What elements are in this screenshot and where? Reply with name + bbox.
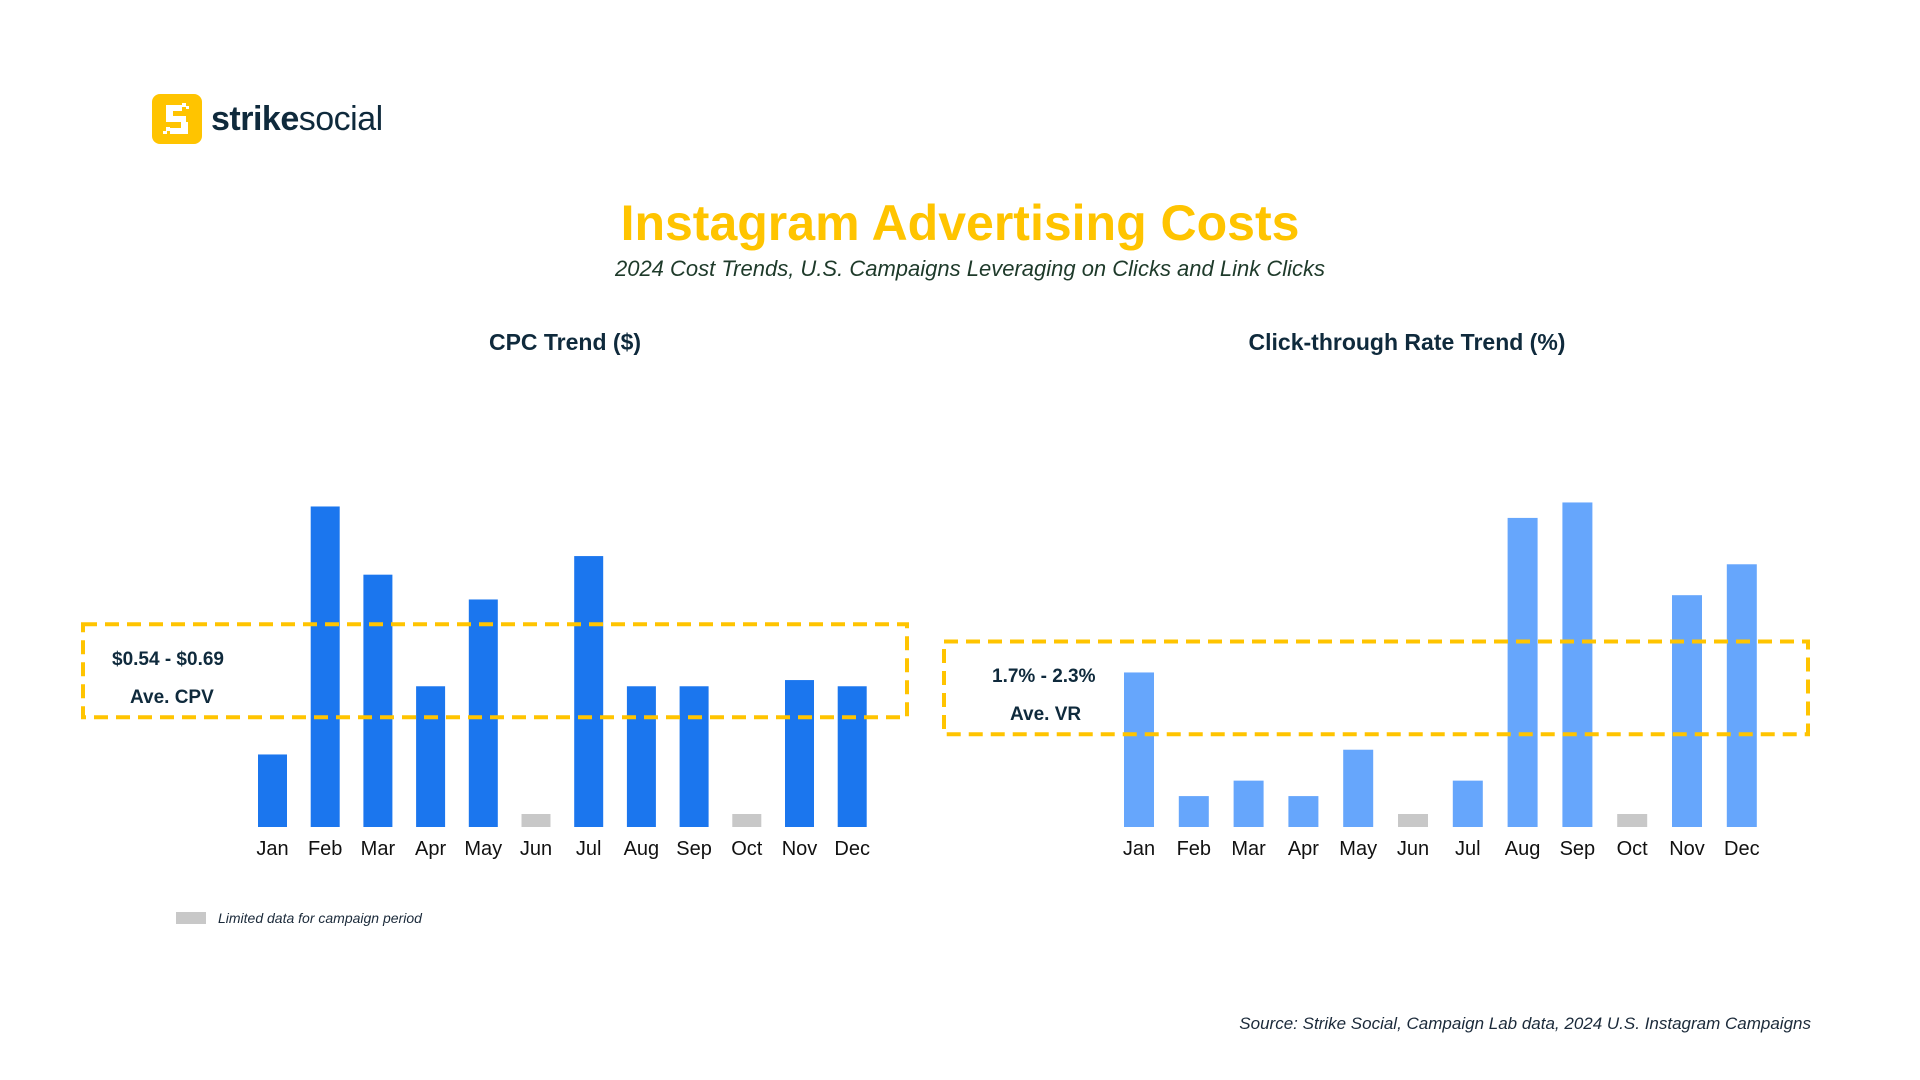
bar-jul	[1452, 780, 1483, 827]
x-tick-label-may: May	[1339, 838, 1377, 860]
x-tick-label-jan: Jan	[1123, 838, 1155, 860]
cpc-chart-title: CPC Trend ($)	[488, 329, 642, 355]
x-tick-label-jul: Jul	[576, 838, 602, 860]
strike-social-logo-icon	[152, 94, 202, 144]
brand-name-light: social	[298, 100, 383, 138]
bar-may	[1343, 749, 1374, 827]
x-tick-label-oct: Oct	[1617, 838, 1649, 860]
bar-oct-limited-data	[1617, 814, 1648, 827]
bar-jan	[258, 754, 287, 827]
average-range-caption: Ave. CPV	[130, 687, 214, 708]
x-tick-label-jan: Jan	[256, 838, 288, 860]
brand-logo: strikesocial	[152, 93, 383, 145]
page-title: Instagram Advertising Costs	[620, 195, 1300, 251]
bar-jul	[574, 556, 604, 827]
average-range-caption: Ave. VR	[1010, 704, 1081, 725]
x-tick-label-may: May	[464, 838, 502, 860]
average-range-label: $0.54 - $0.69	[112, 649, 224, 670]
legend-swatch-limited-data	[176, 912, 206, 924]
x-tick-label-nov: Nov	[782, 838, 818, 860]
x-tick-label-mar: Mar	[361, 838, 396, 860]
legend-label-limited-data: Limited data for campaign period	[218, 910, 422, 926]
bar-aug	[626, 686, 656, 827]
average-range-label: 1.7% - 2.3%	[992, 666, 1096, 687]
bar-dec	[1726, 564, 1757, 827]
bar-dec	[837, 686, 867, 827]
bar-oct-limited-data	[732, 814, 762, 827]
x-tick-label-feb: Feb	[1177, 838, 1211, 860]
x-tick-label-apr: Apr	[1288, 838, 1319, 860]
bar-aug	[1507, 517, 1538, 827]
x-tick-label-nov: Nov	[1669, 838, 1705, 860]
x-tick-label-dec: Dec	[1724, 838, 1760, 860]
bar-apr	[416, 686, 446, 827]
average-range-box	[81, 622, 909, 720]
bar-feb	[1178, 796, 1209, 827]
bar-apr	[1288, 796, 1319, 827]
bar-jun-limited-data	[521, 814, 551, 827]
bar-jan	[1124, 672, 1154, 827]
bar-mar	[363, 574, 393, 827]
page-subtitle: 2024 Cost Trends, U.S. Campaigns Leverag…	[614, 256, 1326, 281]
bar-sep	[679, 686, 709, 827]
average-range-box	[942, 639, 1810, 737]
x-tick-label-aug: Aug	[1505, 838, 1541, 860]
bar-nov	[785, 680, 814, 827]
legend: Limited data for campaign period	[176, 910, 422, 926]
bar-sep	[1562, 502, 1593, 827]
x-tick-label-dec: Dec	[834, 838, 870, 860]
bar-nov	[1672, 595, 1702, 827]
ctr-trend-chart: Jan Feb Mar Apr May Jun Jul Aug Sep Oct Nov Dec 1.7%…	[942, 502, 1810, 860]
bar-feb	[310, 506, 340, 827]
bar-may	[468, 599, 498, 827]
x-tick-label-aug: Aug	[624, 838, 660, 860]
bar-jun-limited-data	[1398, 814, 1428, 827]
brand-wordmark: strikesocial	[211, 102, 383, 136]
x-tick-label-sep: Sep	[676, 838, 712, 860]
x-tick-label-oct: Oct	[731, 838, 763, 860]
x-tick-label-feb: Feb	[308, 838, 342, 860]
x-tick-label-jun: Jun	[1397, 838, 1429, 860]
ctr-chart-title: Click-through Rate Trend (%)	[1248, 329, 1566, 355]
bar-mar	[1233, 780, 1264, 827]
x-tick-label-jun: Jun	[520, 838, 552, 860]
cpc-trend-chart: Jan Feb Mar Apr May Jun Jul Aug Sep Oct Nov Dec $0.5…	[81, 506, 909, 860]
brand-name-bold: strike	[211, 100, 299, 138]
source-note: Source: Strike Social, Campaign Lab data…	[1239, 1014, 1811, 1033]
x-tick-label-apr: Apr	[415, 838, 446, 860]
x-tick-label-mar: Mar	[1231, 838, 1266, 860]
x-tick-label-sep: Sep	[1560, 838, 1596, 860]
x-tick-label-jul: Jul	[1455, 838, 1481, 860]
